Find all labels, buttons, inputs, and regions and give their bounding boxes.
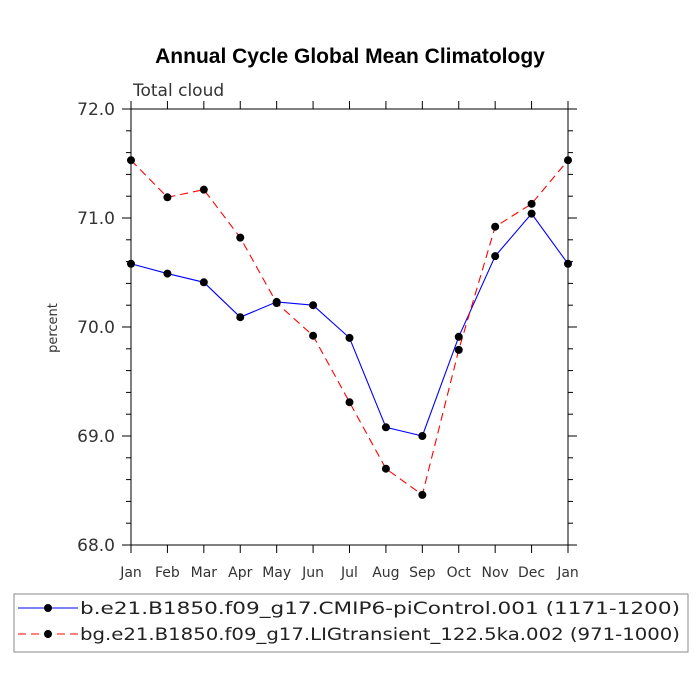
data-point-series-2 <box>236 233 245 242</box>
data-point-series-2 <box>163 193 172 202</box>
y-tick-label: 70.0 <box>77 318 115 338</box>
x-tick-label: Jun <box>301 565 324 581</box>
x-tick-label: Oct <box>447 565 472 581</box>
legend-label-2: bg.e21.B1850.f09_g17.LIGtransient_122.5k… <box>80 625 680 645</box>
data-point-series-1 <box>163 269 172 278</box>
data-point-series-2 <box>491 222 500 231</box>
legend-box <box>13 593 689 653</box>
data-point-series-1 <box>236 313 245 322</box>
data-point-series-2 <box>418 490 427 499</box>
data-point-series-1 <box>127 259 135 268</box>
data-point-series-1 <box>345 333 354 342</box>
x-tick-label: Feb <box>155 565 180 581</box>
data-point-series-1 <box>527 209 536 218</box>
data-point-series-1 <box>491 252 500 261</box>
x-tick-label: Jan <box>119 565 142 581</box>
data-point-series-2 <box>381 464 390 473</box>
y-tick-label: 68.0 <box>77 536 115 556</box>
data-point-series-1 <box>199 278 208 287</box>
plot-frame <box>130 108 569 546</box>
y-axis-label: percent <box>46 303 61 353</box>
x-tick-label: Sep <box>409 565 436 581</box>
chart-subtitle: Total cloud <box>132 81 224 101</box>
legend: b.e21.B1850.f09_g17.CMIP6-piControl.001 … <box>13 593 689 653</box>
x-tick-label: Jan <box>556 565 579 581</box>
series-layer <box>127 156 572 499</box>
data-point-series-2 <box>272 299 281 308</box>
x-tick-label: Apr <box>228 565 252 581</box>
y-tick-label: 71.0 <box>77 209 115 229</box>
data-point-series-2 <box>454 345 463 354</box>
chart-title: Annual Cycle Global Mean Climatology <box>155 45 545 68</box>
data-point-series-2 <box>564 156 572 165</box>
y-tick-label: 69.0 <box>77 427 115 447</box>
data-point-series-2 <box>527 199 536 208</box>
x-tick-label: May <box>262 565 291 581</box>
data-point-series-1 <box>309 301 318 310</box>
data-point-series-2 <box>127 156 135 165</box>
data-point-series-1 <box>418 432 427 440</box>
axis-ticks: 68.0 69.0 70.0 71.0 72.0 Jan Feb Mar Apr May Jun Ju… <box>77 100 579 581</box>
data-point-series-1 <box>454 332 463 341</box>
y-tick-label: 72.0 <box>77 100 115 120</box>
x-tick-label: Jul <box>340 565 358 581</box>
data-point-series-2 <box>199 185 208 194</box>
data-point-series-1 <box>564 259 572 268</box>
legend-marker-1 <box>44 604 52 612</box>
x-tick-label: Aug <box>372 565 399 581</box>
x-tick-label: Nov <box>482 565 509 581</box>
data-point-series-2 <box>345 398 354 407</box>
legend-marker-2 <box>44 630 52 638</box>
x-tick-label: Mar <box>191 565 218 581</box>
data-point-series-2 <box>309 331 318 340</box>
x-tick-label: Dec <box>518 565 545 581</box>
legend-label-1: b.e21.B1850.f09_g17.CMIP6-piControl.001 … <box>80 599 680 619</box>
data-point-series-1 <box>381 423 390 432</box>
series-line-2 <box>130 159 569 496</box>
